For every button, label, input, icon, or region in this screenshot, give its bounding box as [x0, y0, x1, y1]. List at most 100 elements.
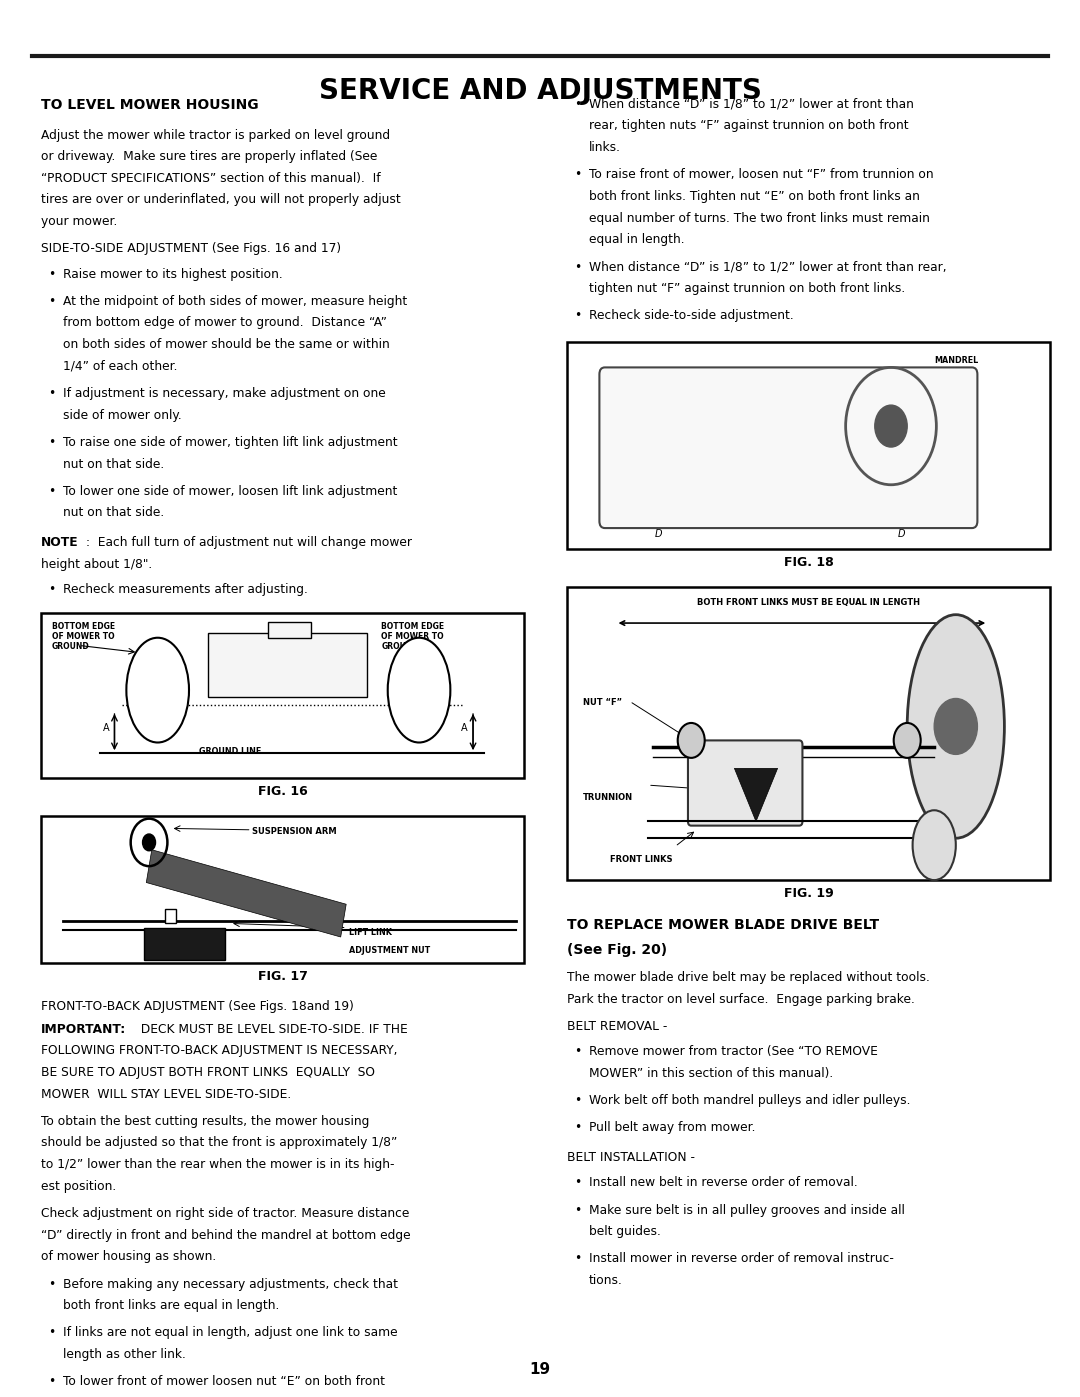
Text: should be adjusted so that the front is approximately 1/8”: should be adjusted so that the front is …	[41, 1136, 397, 1150]
Bar	[567, 587, 1050, 880]
Ellipse shape	[126, 637, 189, 742]
Text: To raise one side of mower, tighten lift link adjustment: To raise one side of mower, tighten lift…	[63, 436, 397, 448]
Text: equal number of turns. The two front links must remain: equal number of turns. The two front lin…	[589, 211, 930, 225]
Text: DECK MUST BE LEVEL SIDE-TO-SIDE. IF THE: DECK MUST BE LEVEL SIDE-TO-SIDE. IF THE	[133, 1023, 407, 1035]
Text: •: •	[49, 387, 56, 400]
Bar	[144, 928, 225, 960]
Text: •: •	[575, 1176, 582, 1189]
Text: •: •	[575, 98, 582, 110]
Ellipse shape	[678, 722, 705, 757]
Text: The mower blade drive belt may be replaced without tools.: The mower blade drive belt may be replac…	[567, 971, 930, 983]
Text: NOTE: NOTE	[41, 536, 79, 549]
Text: links.: links.	[589, 141, 621, 154]
Text: SIDE-TO-SIDE ADJUSTMENT (See Figs. 16 and 17): SIDE-TO-SIDE ADJUSTMENT (See Figs. 16 an…	[41, 242, 341, 256]
Text: When distance “D” is 1/8” to 1/2” lower at front than rear,: When distance “D” is 1/8” to 1/2” lower …	[589, 260, 946, 274]
Text: FRONT LINKS: FRONT LINKS	[610, 855, 673, 863]
Text: 19: 19	[529, 1362, 551, 1377]
Ellipse shape	[388, 637, 450, 742]
Text: •: •	[575, 1252, 582, 1266]
Text: nut on that side.: nut on that side.	[63, 457, 164, 471]
Bar	[567, 342, 1050, 549]
Bar	[165, 909, 176, 923]
Text: TRUNNION: TRUNNION	[583, 793, 633, 802]
Text: to 1/2” lower than the rear when the mower is in its high-: to 1/2” lower than the rear when the mow…	[41, 1158, 394, 1171]
Text: •: •	[575, 1094, 582, 1106]
Text: height about 1/8".: height about 1/8".	[41, 557, 152, 571]
Text: Work belt off both mandrel pulleys and idler pulleys.: Work belt off both mandrel pulleys and i…	[589, 1094, 910, 1106]
Text: from bottom edge of mower to ground.  Distance “A”: from bottom edge of mower to ground. Dis…	[63, 316, 387, 330]
Text: •: •	[575, 1045, 582, 1058]
Text: LIFT LINK: LIFT LINK	[349, 928, 392, 936]
Text: •: •	[49, 267, 56, 281]
Text: of mower housing as shown.: of mower housing as shown.	[41, 1250, 216, 1263]
Text: MANDREL: MANDREL	[934, 356, 978, 365]
Text: SUSPENSION ARM: SUSPENSION ARM	[252, 827, 336, 835]
Text: FIG. 18: FIG. 18	[784, 556, 834, 569]
Text: :  Each full turn of adjustment nut will change mower: : Each full turn of adjustment nut will …	[86, 536, 413, 549]
Text: MOWER  WILL STAY LEVEL SIDE-TO-SIDE.: MOWER WILL STAY LEVEL SIDE-TO-SIDE.	[41, 1087, 292, 1101]
Text: Pull belt away from mower.: Pull belt away from mower.	[589, 1120, 755, 1134]
Text: Adjust the mower while tractor is parked on level ground: Adjust the mower while tractor is parked…	[41, 129, 390, 141]
Text: •: •	[49, 1375, 56, 1389]
Text: BE SURE TO ADJUST BOTH FRONT LINKS  EQUALLY  SO: BE SURE TO ADJUST BOTH FRONT LINKS EQUAL…	[41, 1066, 375, 1078]
Text: (See Fig. 20): (See Fig. 20)	[567, 943, 667, 957]
Text: When distance “D” is 1/8” to 1/2” lower at front than: When distance “D” is 1/8” to 1/2” lower …	[589, 98, 914, 110]
Text: nut on that side.: nut on that side.	[63, 506, 164, 520]
Text: FIG. 16: FIG. 16	[258, 785, 308, 798]
Text: BOTTOM EDGE
OF MOWER TO
GROUND: BOTTOM EDGE OF MOWER TO GROUND	[52, 622, 114, 651]
Text: D: D	[899, 529, 905, 539]
FancyBboxPatch shape	[688, 740, 802, 826]
Text: Install mower in reverse order of removal instruc-: Install mower in reverse order of remova…	[589, 1252, 893, 1266]
Circle shape	[875, 405, 907, 447]
Text: “D” directly in front and behind the mandrel at bottom edge: “D” directly in front and behind the man…	[41, 1228, 410, 1242]
Text: If adjustment is necessary, make adjustment on one: If adjustment is necessary, make adjustm…	[63, 387, 386, 400]
Text: TO REPLACE MOWER BLADE DRIVE BELT: TO REPLACE MOWER BLADE DRIVE BELT	[567, 918, 879, 932]
Text: belt guides.: belt guides.	[589, 1225, 661, 1238]
Text: Check adjustment on right side of tractor. Measure distance: Check adjustment on right side of tracto…	[41, 1207, 409, 1220]
Text: To obtain the best cutting results, the mower housing: To obtain the best cutting results, the …	[41, 1115, 369, 1127]
Text: BELT INSTALLATION -: BELT INSTALLATION -	[567, 1151, 696, 1164]
Text: •: •	[49, 1277, 56, 1291]
Text: equal in length.: equal in length.	[589, 233, 685, 246]
Text: TO LEVEL MOWER HOUSING: TO LEVEL MOWER HOUSING	[41, 98, 259, 112]
Text: D: D	[656, 529, 662, 539]
Text: NUT “E”: NUT “E”	[950, 698, 989, 707]
Text: •: •	[49, 295, 56, 307]
Text: SERVICE AND ADJUSTMENTS: SERVICE AND ADJUSTMENTS	[319, 77, 761, 105]
Text: FRONT-TO-BACK ADJUSTMENT (See Figs. 18and 19): FRONT-TO-BACK ADJUSTMENT (See Figs. 18an…	[41, 1000, 354, 1013]
Text: both front links are equal in length.: both front links are equal in length.	[63, 1299, 279, 1312]
Text: Before making any necessary adjustments, check that: Before making any necessary adjustments,…	[63, 1277, 397, 1291]
Text: MOWER” in this section of this manual).: MOWER” in this section of this manual).	[589, 1066, 833, 1080]
Text: your mower.: your mower.	[41, 215, 118, 228]
Text: side of mower only.: side of mower only.	[63, 408, 181, 422]
Text: Park the tractor on level surface.  Engage parking brake.: Park the tractor on level surface. Engag…	[567, 992, 915, 1006]
Text: •: •	[575, 1120, 582, 1134]
Text: tions.: tions.	[589, 1274, 622, 1287]
Text: FOLLOWING FRONT-TO-BACK ADJUSTMENT IS NECESSARY,: FOLLOWING FRONT-TO-BACK ADJUSTMENT IS NE…	[41, 1044, 397, 1058]
Text: A: A	[461, 722, 468, 733]
Text: FIG. 19: FIG. 19	[784, 887, 834, 900]
Text: Recheck side-to-side adjustment.: Recheck side-to-side adjustment.	[589, 309, 794, 323]
Circle shape	[934, 698, 977, 754]
Text: Install new belt in reverse order of removal.: Install new belt in reverse order of rem…	[589, 1176, 858, 1189]
Text: NUT “F”: NUT “F”	[583, 698, 622, 707]
Bar	[208, 633, 367, 697]
Text: tighten nut “F” against trunnion on both front links.: tighten nut “F” against trunnion on both…	[589, 282, 905, 295]
Text: •: •	[49, 1326, 56, 1340]
Bar	[41, 613, 524, 778]
Text: •: •	[49, 485, 56, 497]
Text: both front links. Tighten nut “E” on both front links an: both front links. Tighten nut “E” on bot…	[589, 190, 919, 203]
Text: on both sides of mower should be the same or within: on both sides of mower should be the sam…	[63, 338, 390, 351]
Text: FIG. 17: FIG. 17	[258, 970, 308, 982]
Text: To lower one side of mower, loosen lift link adjustment: To lower one side of mower, loosen lift …	[63, 485, 397, 497]
Text: or driveway.  Make sure tires are properly inflated (See: or driveway. Make sure tires are properl…	[41, 151, 377, 163]
Polygon shape	[146, 849, 347, 937]
Text: IMPORTANT:: IMPORTANT:	[41, 1023, 126, 1035]
Ellipse shape	[913, 810, 956, 880]
Ellipse shape	[907, 615, 1004, 838]
Text: GROUND LINE: GROUND LINE	[199, 747, 261, 756]
Ellipse shape	[894, 722, 920, 757]
Text: A: A	[103, 722, 109, 733]
Text: rear, tighten nuts “F” against trunnion on both front: rear, tighten nuts “F” against trunnion …	[589, 119, 908, 133]
Text: BOTTOM EDGE
OF MOWER TO
GROUND: BOTTOM EDGE OF MOWER TO GROUND	[381, 622, 444, 651]
